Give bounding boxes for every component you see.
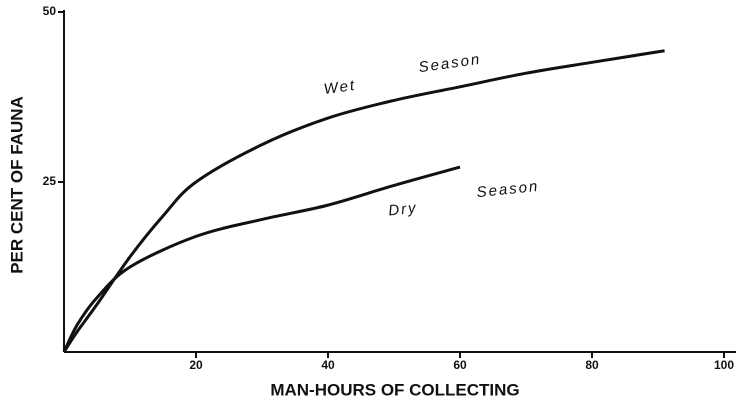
x-tick-label: 20 (189, 358, 203, 372)
x-axis-label: MAN-HOURS OF COLLECTING (270, 380, 519, 399)
annotation: Season (476, 178, 540, 201)
x-tick-label: 60 (453, 358, 467, 372)
y-tick-label: 25 (43, 174, 57, 188)
annotation: Wet (323, 77, 357, 98)
line (62, 49, 665, 353)
y-tick-label: 50 (43, 4, 57, 18)
annotation: Season (418, 51, 483, 77)
annotation: Dry (387, 199, 418, 219)
x-tick-label: 100 (714, 358, 734, 372)
line (62, 165, 461, 353)
x-tick-label: 40 (321, 358, 335, 372)
y-axis-label: PER CENT OF FAUNA (7, 96, 26, 274)
x-tick-label: 80 (585, 358, 599, 372)
